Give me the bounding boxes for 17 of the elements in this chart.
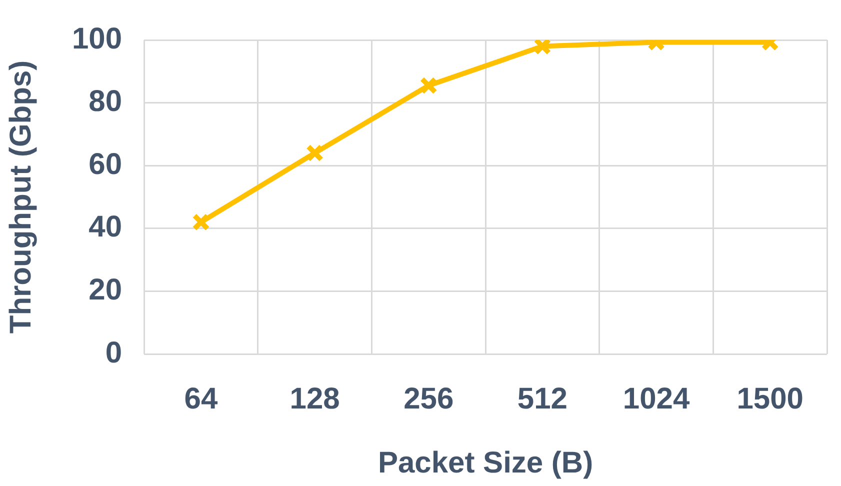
y-axis-title: Throughput (Gbps) xyxy=(4,60,38,334)
y-tick-label: 60 xyxy=(88,148,122,181)
x-tick-label: 512 xyxy=(517,382,568,416)
point xyxy=(192,213,210,231)
point xyxy=(306,144,324,162)
y-tick-label: 80 xyxy=(88,85,122,118)
y-tick-label: 0 xyxy=(105,336,122,370)
y-tick-label: 40 xyxy=(88,210,122,244)
point xyxy=(420,76,438,94)
x-tick-label: 1024 xyxy=(622,382,690,416)
x-tick-label: 256 xyxy=(404,382,454,416)
x-tick-label: 64 xyxy=(184,382,218,416)
x-tick-label: 128 xyxy=(290,382,340,416)
x-tick-label: 1500 xyxy=(736,382,804,416)
y-tick-label: 100 xyxy=(72,22,122,56)
y-tick-label: 20 xyxy=(88,273,122,306)
x-axis-title: Packet Size (B) xyxy=(378,446,594,480)
